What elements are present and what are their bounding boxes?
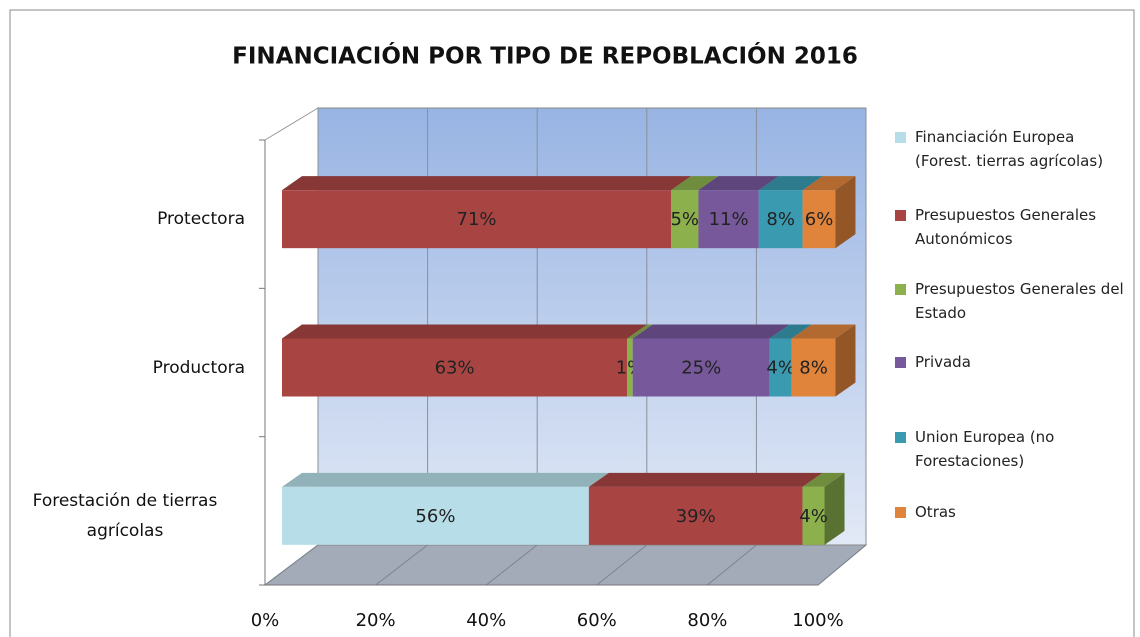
x-tick-label: 100% [792,610,843,631]
chart-title: FINANCIACIÓN POR TIPO DE REPOBLACIÓN 201… [232,42,858,70]
bar-side [835,324,856,397]
bar-top [627,324,653,339]
data-label: 8% [799,358,828,379]
category-text: Forestación de tierras agrícolas [32,490,218,541]
bar-segment [758,176,823,249]
data-label: 56% [415,506,455,527]
bar-front [282,338,628,397]
legend-swatch [895,210,906,221]
bar-front [802,486,825,545]
bar-segment [802,472,845,545]
bar-top [769,324,812,339]
floor-grid-line [264,544,319,586]
x-tick-label: 20% [356,610,396,631]
legend-label: Union Europea (no Forestaciones) [915,428,1055,470]
y-tick-label: Productora [5,353,245,383]
data-label: 63% [435,358,475,379]
data-label: 5% [670,209,699,230]
bar-front [282,190,672,249]
bar-front [632,338,770,397]
bar-segment [791,324,856,397]
bar-top [802,176,856,191]
bar-top [588,472,823,487]
bar-front [698,190,759,249]
category-text: Productora [152,357,245,378]
bar-segment [282,324,648,397]
bar-front [671,190,699,249]
floor [263,544,868,586]
data-label: 4% [766,358,795,379]
bar-front [627,338,633,397]
bar-segment [282,472,609,545]
x-tick-label: 40% [466,610,506,631]
bar-segment [282,176,692,249]
data-label: 71% [457,209,497,230]
bar-top [698,176,779,191]
bar-top [632,324,790,339]
legend-swatch [895,357,906,368]
bar-segment [769,324,812,397]
bar-front [769,338,792,397]
bar-top [758,176,823,191]
bar-top [282,324,648,339]
x-tick-label: 80% [687,610,727,631]
y-tick-label: Protectora [5,204,245,234]
floor-grid-line [707,544,757,586]
data-label: 11% [709,209,749,230]
legend-swatch [895,507,906,518]
x-tick-label: 60% [577,610,617,631]
category-text: Protectora [157,209,245,230]
bar-top [671,176,719,191]
bar-top [282,176,692,191]
legend-label: Presupuestos Generales del Estado [915,280,1124,322]
data-label: 39% [676,506,716,527]
legend-label: Privada [915,353,971,371]
floor-grid-line [817,544,867,586]
data-label: 8% [766,209,795,230]
bar-segment [632,324,790,397]
bar-top [802,472,845,487]
x-tick-label: 0% [251,610,280,631]
bar-segment [698,176,779,249]
bar-top [282,472,609,487]
y-tick-label: Forestación de tierras agrícolas [5,486,245,546]
legend-label: Financiación Europea (Forest. tierras ag… [915,128,1104,170]
bar-segment [671,176,719,249]
bar-front [791,338,836,397]
bar-segment [627,324,653,397]
bar-segment [802,176,856,249]
floor-grid-line [375,544,428,586]
legend-label: Otras [915,503,956,521]
bar-front [282,486,589,545]
legend-swatch [895,284,906,295]
data-label: 6% [805,209,834,230]
bar-front [588,486,803,545]
bar-side [835,176,856,249]
legend-label: Presupuestos Generales Autonómicos [915,206,1097,248]
data-label: 25% [681,358,721,379]
legend-swatch [895,132,906,143]
bar-side [824,472,845,545]
floor-grid-line [485,544,538,586]
data-label: 4% [799,506,828,527]
bar-segment [588,472,823,545]
floor-grid-line [596,544,648,586]
bar-front [802,190,836,249]
bar-top [791,324,856,339]
bar-front [758,190,803,249]
legend-swatch [895,432,906,443]
